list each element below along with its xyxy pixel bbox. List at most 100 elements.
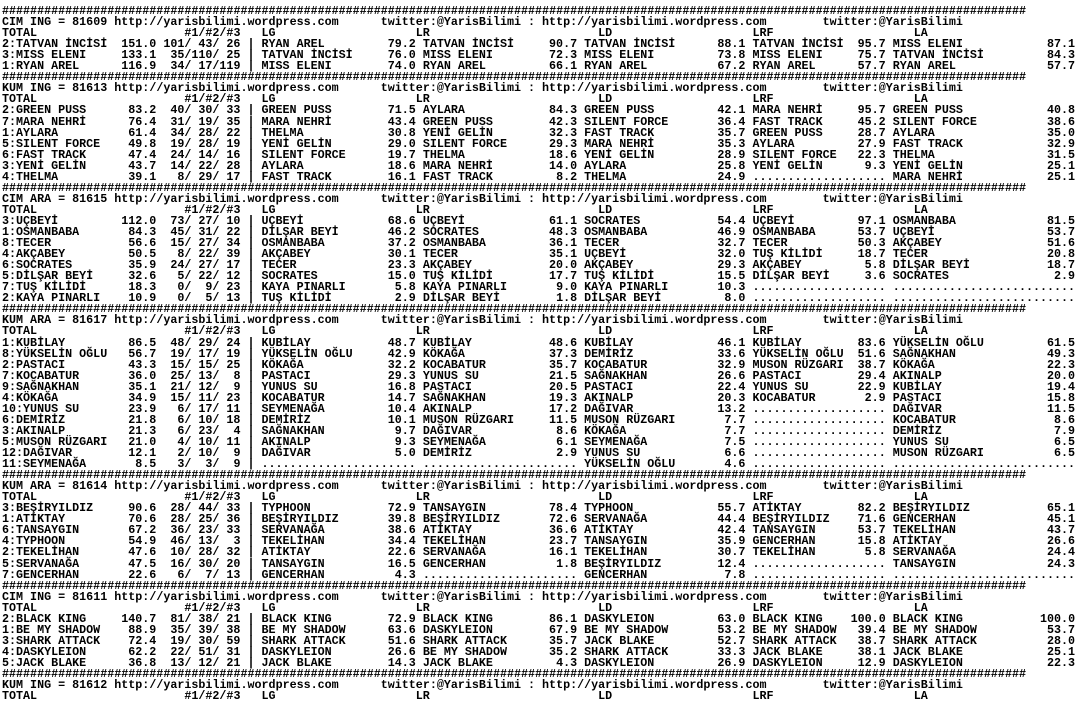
place-1: 34 xyxy=(170,125,185,140)
total-header: TOTAL xyxy=(2,324,38,339)
ld-value: 6.6 xyxy=(724,446,746,460)
race-id: 81612 xyxy=(72,678,108,693)
result-row: 1:ATİKTAY 70.6 28/25/36 | BEŞİRYILDIZ 39.8 BEŞ… xyxy=(2,512,1077,527)
total-score: 62.2 xyxy=(128,644,157,659)
place-1: 15 xyxy=(170,236,185,251)
place-divider: / xyxy=(184,280,192,295)
lr-runner: AKÇABEY xyxy=(422,258,472,273)
lr-runner: MUSON RÜZGARI xyxy=(422,412,514,427)
place-divider: / xyxy=(184,412,192,427)
lrf-value: 100.0 xyxy=(850,611,886,626)
lrf-runner: PASTACI xyxy=(752,368,802,383)
header-separator: : xyxy=(528,678,536,693)
total-score: 47.4 xyxy=(128,147,157,162)
place-3: 38 xyxy=(226,622,241,637)
twitter-handle: twitter:@YarisBilimi xyxy=(380,191,522,206)
la-runner: DEMİRİZ xyxy=(892,423,942,438)
place-1: 4 xyxy=(177,434,185,449)
result-row: 2:TEKELİHAN 47.6 10/28/32 | ATİKTAY 22.6 SERVA… xyxy=(2,545,1077,560)
lr-runner: FAST TRACK xyxy=(422,169,493,184)
site-url: http://yarisbilimi.wordpress.com xyxy=(542,313,767,328)
site-url: http://yarisbilimi.wordpress.com xyxy=(542,479,767,494)
lg-header: LG xyxy=(261,689,276,704)
result-row: 4:TYPHOON 54.9 46/13/3 | TEKELİHAN 34.4 TEKELİ… xyxy=(2,534,1077,549)
ld-runner: SILENT FORCE xyxy=(584,114,669,129)
lr-value: 37.3 xyxy=(549,346,578,361)
place-3: 23 xyxy=(226,280,241,295)
place-1: 6 xyxy=(177,401,185,416)
place-2: 13 xyxy=(198,368,213,383)
place-3: 21 xyxy=(226,611,241,626)
result-row: 8:TECER 56.6 15/27/34 | OSMANBABA 37.2 OSMANBA… xyxy=(2,236,1077,251)
place-3: 20 xyxy=(226,556,241,571)
place-divider: / xyxy=(184,48,192,63)
column-headers: TOTAL #1/#2/#3 LG LR LD LRF LA xyxy=(2,324,1077,339)
ld-runner: OSMANBABA xyxy=(584,225,648,239)
lg-runner: ATİKTAY xyxy=(261,545,311,560)
result-row: 3:MISS ELENI 133.1 35/110/25 | TATVAN İNCİSİ… xyxy=(2,48,1077,63)
twitter-handle: twitter:@YarisBilimi xyxy=(380,313,522,328)
lr-value: 72.6 xyxy=(549,512,578,527)
place-divider: / xyxy=(212,280,220,295)
la-value: 57.7 xyxy=(1047,59,1076,74)
la-header: LA xyxy=(913,600,928,615)
ld-value: 32.7 xyxy=(717,236,746,251)
total-score: 12.1 xyxy=(128,446,157,460)
result-row: 7:TUŞ KİLİDİ 18.3 0/9/23 | KAYA PINARLI 5.8 KA… xyxy=(2,280,1077,295)
ld-value: 33.6 xyxy=(717,346,746,361)
place-divider: / xyxy=(212,457,220,472)
place-divider: / xyxy=(184,633,192,648)
race-label: CIM ING xyxy=(2,15,52,30)
twitter-handle: twitter:@YarisBilimi xyxy=(380,589,522,604)
place-divider: / xyxy=(184,37,192,52)
la-runner: YÜKSELİN OĞLU xyxy=(892,335,984,350)
lg-value: 14.3 xyxy=(387,655,416,670)
lr-header: LR xyxy=(415,490,430,505)
la-runner: THELMA xyxy=(892,147,935,162)
places-header: #1/#2/#3 xyxy=(184,324,241,339)
lg-runner: KUBİLAY xyxy=(261,335,311,350)
lrf-empty: ................... xyxy=(752,567,886,582)
place-3: 33 xyxy=(226,523,241,538)
la-runner: SHARK ATTACK xyxy=(892,633,977,648)
lr-value: 19.3 xyxy=(549,390,578,405)
total-score: 72.4 xyxy=(128,633,157,648)
place-2: 10 xyxy=(198,412,213,427)
race-header: CIM ARA = 81615 http://yarisbilimi.wordp… xyxy=(2,191,1077,206)
total-score: 43.3 xyxy=(128,357,157,372)
lg-runner: UÇBEYİ xyxy=(261,213,304,228)
result-row: 4:AKÇABEY 50.5 8/22/39 | AKÇABEY 30.1 TECER 35.… xyxy=(2,248,1077,260)
total-score: 133.1 xyxy=(121,48,157,63)
place-divider: / xyxy=(184,213,192,228)
lr-value: 90.7 xyxy=(549,37,578,52)
ld-runner: TANSAYGIN xyxy=(584,534,648,549)
race-label: CIM ING xyxy=(2,589,52,604)
lg-value: 29.0 xyxy=(387,136,416,151)
lg-value: 16.1 xyxy=(387,169,416,184)
la-runner: KÖKAĞA xyxy=(892,357,935,372)
place-3: 12 xyxy=(226,269,241,284)
result-row: 3:BEŞİRYILDIZ 90.6 28/44/33 | TYPHOON 72.9 TAN… xyxy=(2,502,1077,514)
separator-line: ########################################… xyxy=(2,580,1077,592)
runner-name: 8:YÜKSELİN OĞLU xyxy=(2,346,108,361)
twitter-handle: twitter:@YarisBilimi xyxy=(822,313,963,328)
la-value: 81.5 xyxy=(1047,213,1076,228)
ld-runner: TEKELİHAN xyxy=(584,545,648,560)
place-divider: / xyxy=(184,644,192,659)
lrf-value: 22.3 xyxy=(857,147,886,162)
la-value: 11.5 xyxy=(1047,401,1076,416)
place-divider: / xyxy=(212,346,220,361)
lr-header: LR xyxy=(415,202,430,217)
ld-value: 29.3 xyxy=(717,258,746,273)
ld-value: 20.3 xyxy=(717,390,746,405)
lrf-value: 15.8 xyxy=(857,534,886,549)
runner-name: 6:SOCRATES xyxy=(2,258,73,273)
lr-header: LR xyxy=(415,26,430,41)
lg-runner: BLACK KING xyxy=(261,611,332,626)
place-2: 12 xyxy=(198,379,213,394)
runner-name: 7:GENCERHAN xyxy=(2,567,80,582)
lrf-runner: UÇBEYİ xyxy=(752,213,795,228)
la-runner: TEKELİHAN xyxy=(892,523,956,538)
result-row: 3:YENİ GELİN 43.7 14/22/28 | AYLARA 18.6 MARA … xyxy=(2,158,1077,173)
place-3: 28 xyxy=(226,158,241,173)
